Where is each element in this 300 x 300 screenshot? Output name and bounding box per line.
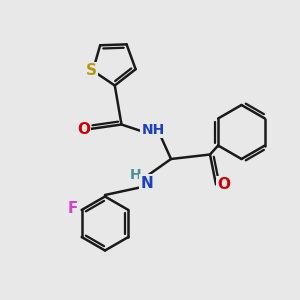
Text: NH: NH	[141, 123, 165, 137]
Text: S: S	[86, 63, 97, 78]
Text: O: O	[77, 122, 90, 136]
Text: N: N	[141, 176, 153, 190]
Text: F: F	[68, 201, 78, 216]
Text: H: H	[130, 168, 141, 182]
Text: O: O	[217, 177, 230, 192]
